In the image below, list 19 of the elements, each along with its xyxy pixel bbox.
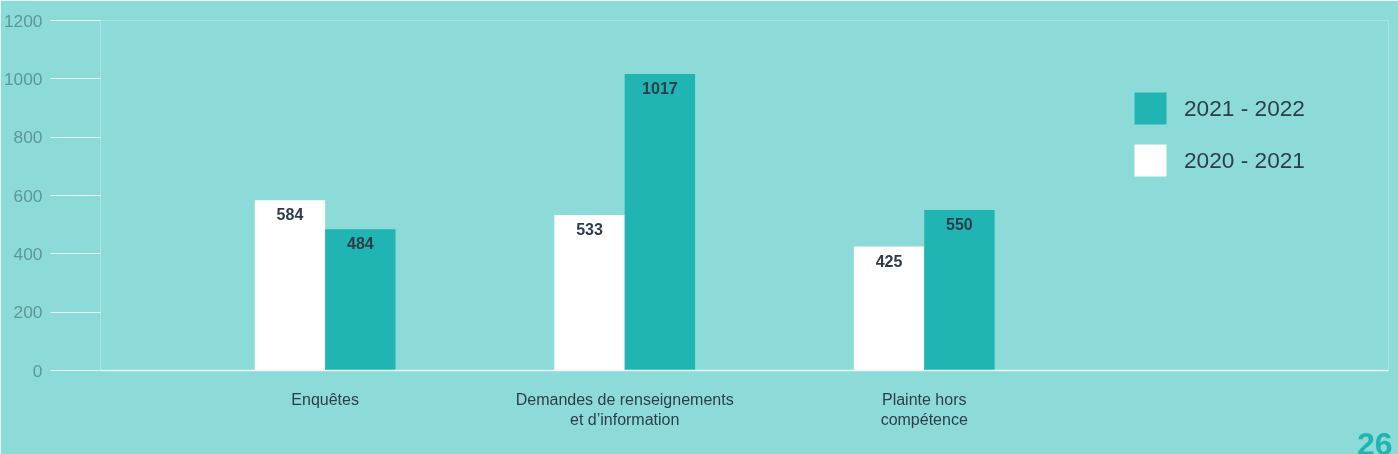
data-label: 550 (946, 216, 973, 234)
y-tick-label: 1200 (3, 10, 43, 31)
x-tick-label: Demandes de renseignements et d’information (515, 390, 734, 428)
y-tick-label: 600 (13, 185, 43, 206)
data-label: 425 (875, 252, 903, 270)
y-tick-label: 800 (13, 127, 43, 148)
data-label: 484 (347, 235, 374, 253)
x-tick-label: Enquêtes (291, 390, 359, 408)
x-tick-label: Plainte hors compétence (880, 390, 968, 428)
y-tick-label: 0 (32, 360, 43, 381)
y-tick-label: 1000 (3, 68, 43, 89)
text: 26 (1356, 425, 1393, 454)
legend-label: 2020 - 2021 (1184, 146, 1305, 174)
data-label: 533 (576, 221, 603, 239)
y-tick-label: 400 (13, 243, 43, 264)
y-tick-label: 200 (13, 302, 43, 323)
data-label: 584 (276, 206, 304, 224)
legend-label: 2021 - 2022 (1184, 94, 1305, 122)
data-label: 1017 (642, 79, 678, 97)
